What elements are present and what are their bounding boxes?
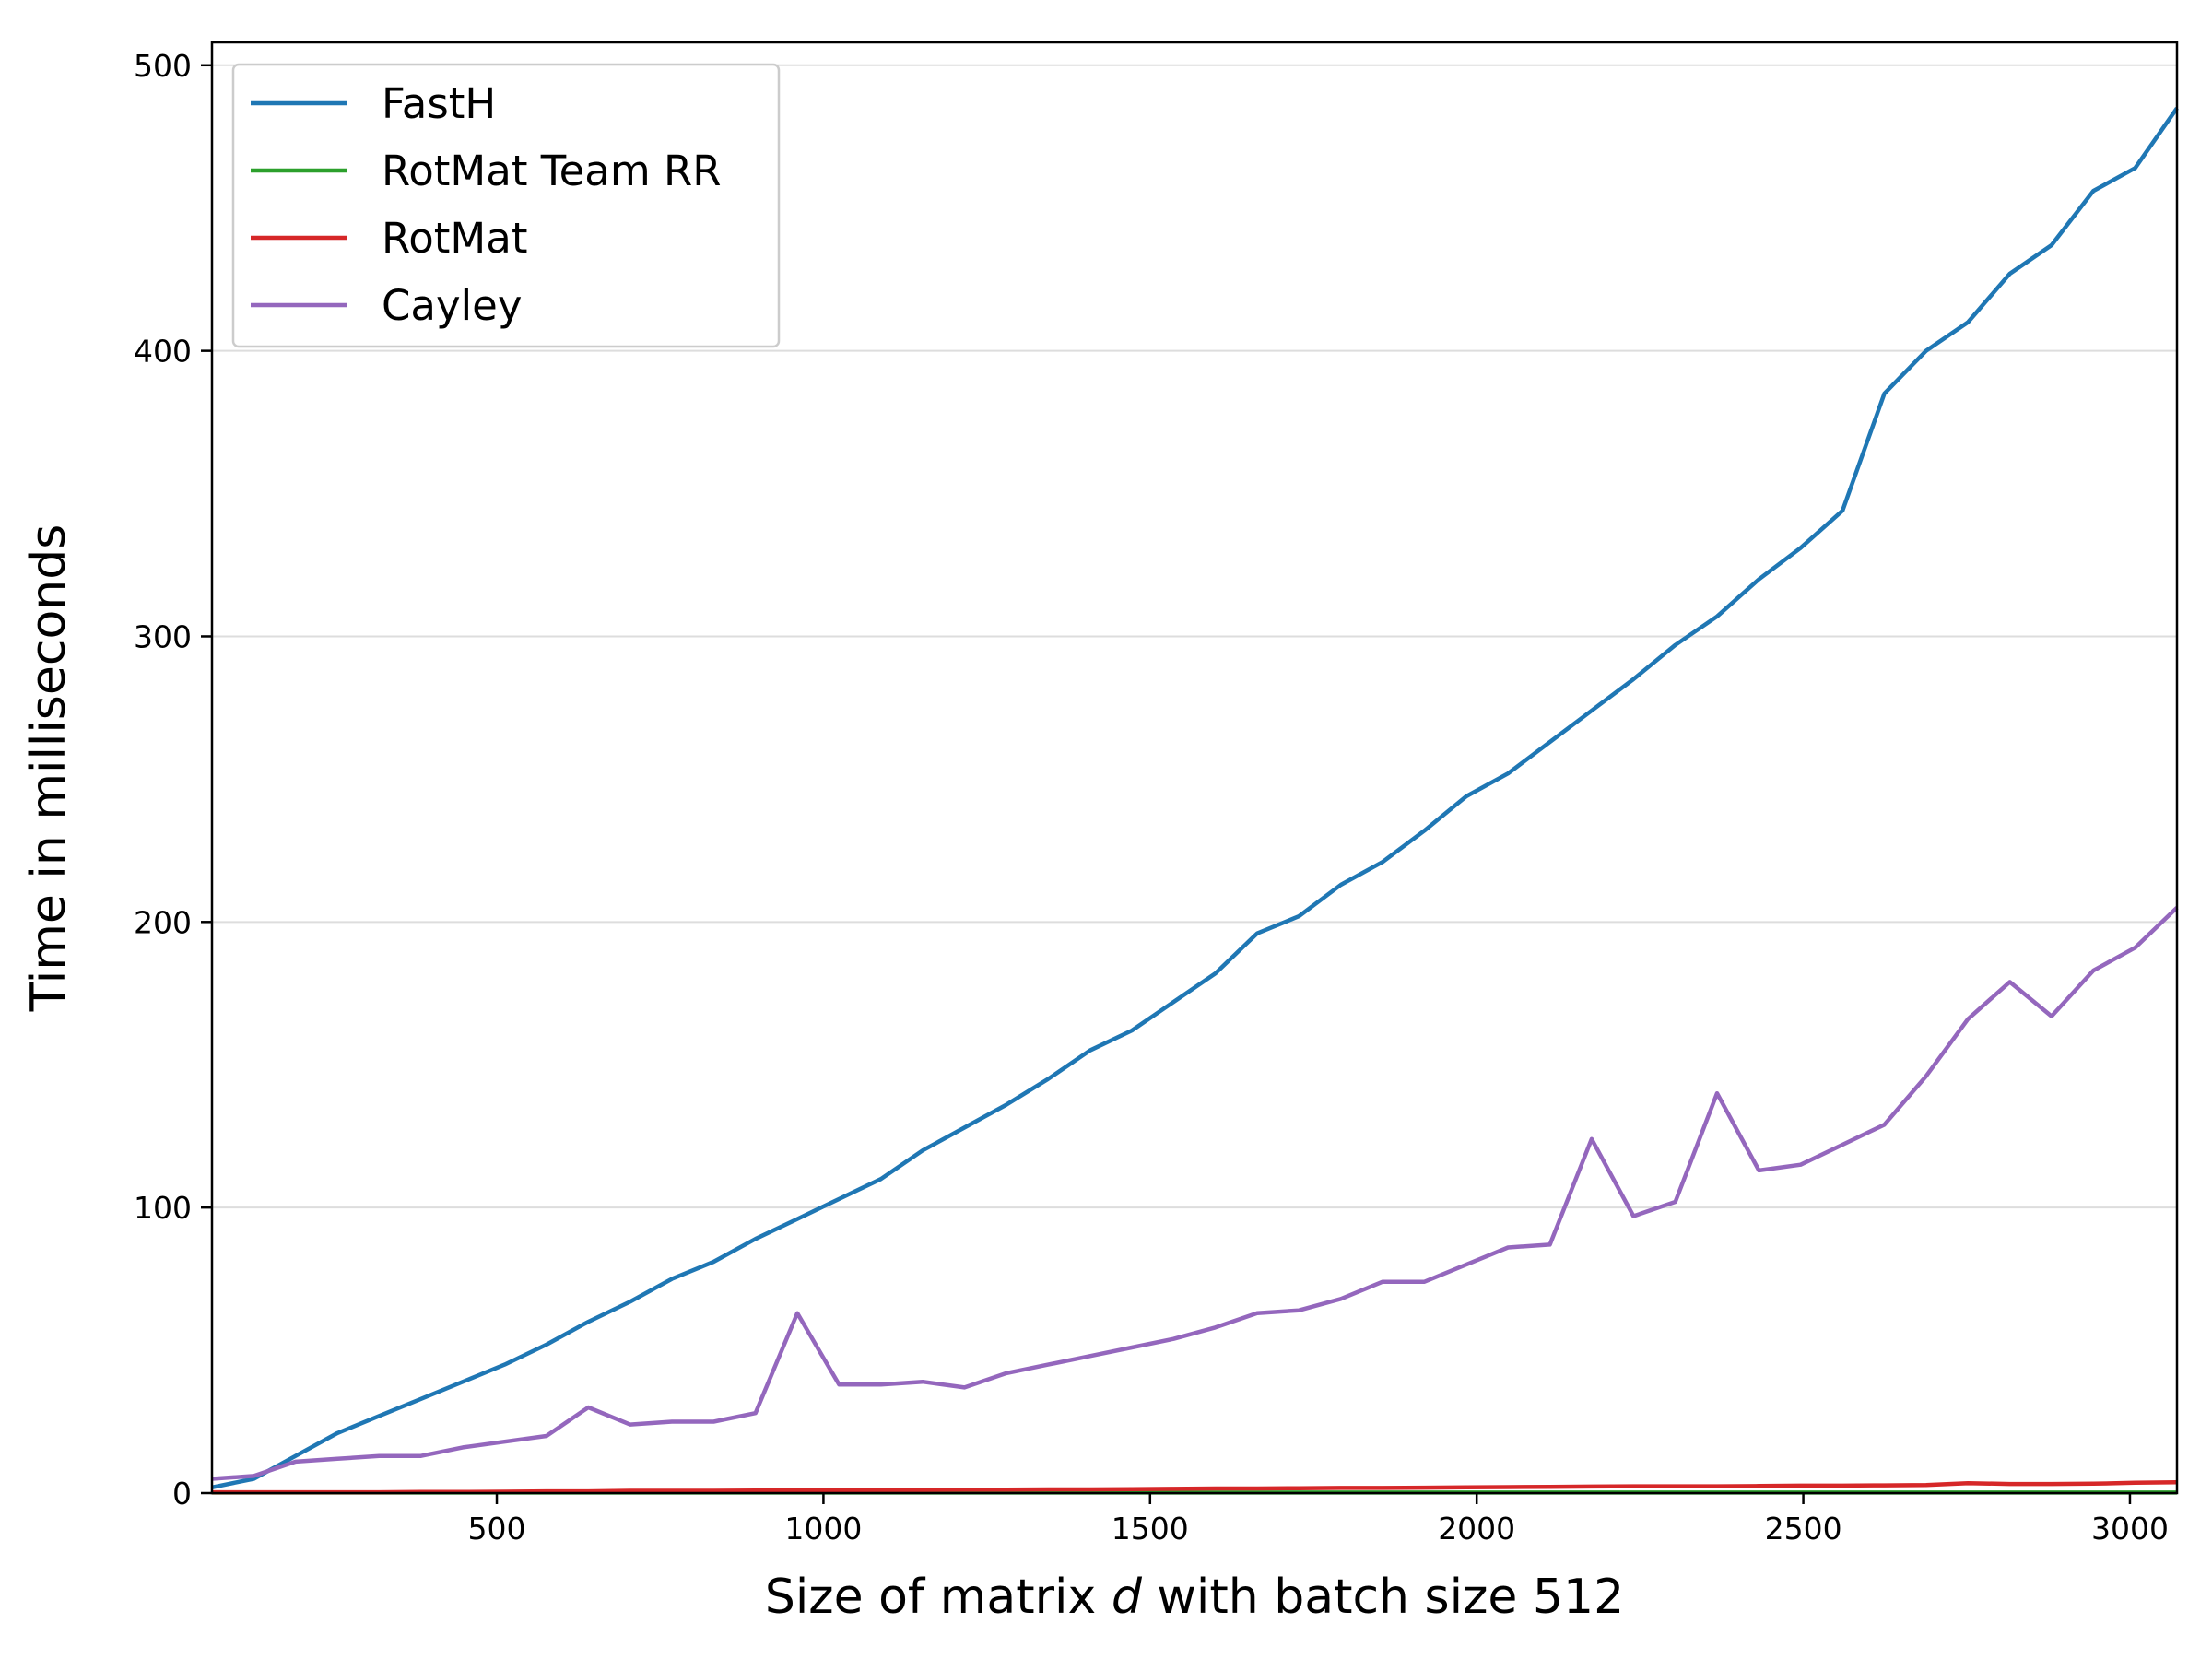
legend-label: Cayley [382,281,522,330]
x-tick-label: 500 [468,1511,526,1547]
x-axis-label-part: Size of matrix [765,1570,1112,1625]
x-tick-label: 3000 [2091,1511,2169,1547]
x-tick-label: 2500 [1765,1511,1842,1547]
gridlines [212,64,2177,1209]
y-tick-label: 200 [134,904,192,940]
y-tick-label: 100 [134,1190,192,1226]
series-line-rotmat [212,1479,2178,1495]
legend-label: FastH [382,79,496,128]
x-tick-label: 2000 [1438,1511,1515,1547]
legend: FastH RotMat Team RR RotMat Cayley [231,63,781,348]
legend-label: RotMat Team RR [382,147,722,195]
series-line-cayley [211,906,2179,1481]
y-tick-label: 0 [172,1476,192,1512]
legend-box [231,63,781,348]
axis-ticks: 0 100 200 300 400 500 500 1000 1500 2000 2500 3000 [134,48,2169,1547]
legend-label: RotMat [382,214,527,263]
y-tick-label: 500 [134,48,192,84]
x-axis-label: Size of matrix d with batch size 512 [765,1570,1624,1625]
x-axis-label-part: with batch size 512 [1142,1570,1624,1625]
x-tick-label: 1500 [1112,1511,1189,1547]
series-line-fasth [211,107,2179,1490]
y-tick-label: 400 [134,334,192,370]
x-tick-label: 1000 [784,1511,862,1547]
plot-frame [210,41,2179,1495]
y-axis-label: Time in milliseconds [21,524,76,1013]
y-tick-label: 300 [134,618,192,654]
x-axis-label-part: d [1112,1570,1143,1625]
